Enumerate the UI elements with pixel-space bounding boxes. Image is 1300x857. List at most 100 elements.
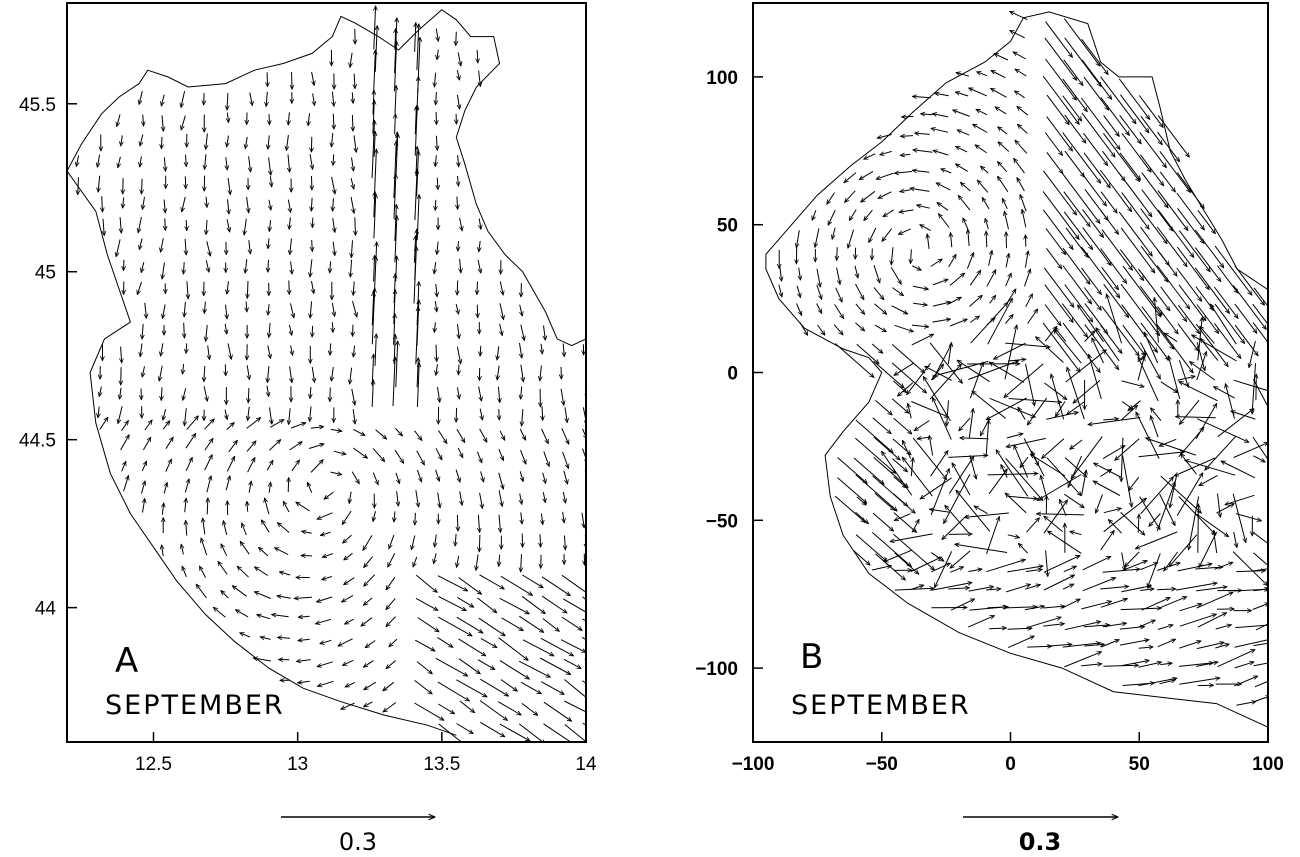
panel-b-vector-arrow (912, 285, 929, 289)
panel-b-vector-arrow (1234, 324, 1258, 356)
panel-a-vector-arrow (562, 598, 586, 613)
panel-b-vector-arrow (1120, 512, 1145, 535)
panel-b-vector-arrow (871, 343, 883, 353)
panel-a-vector-arrow (118, 406, 123, 423)
panel-b-vector-arrow (1006, 434, 1023, 439)
panel-b-vector-arrow (1141, 172, 1168, 208)
panel-b-vector-arrow (1141, 306, 1174, 350)
panel-a-vector-arrow (261, 520, 270, 533)
panel-a-vector-arrow (456, 407, 457, 422)
panel-b-vector-arrow (815, 228, 820, 247)
panel-a-coastline (67, 9, 586, 736)
panel-b-vector-arrow (1215, 644, 1229, 649)
panel-b-vector-arrow (952, 463, 971, 496)
panel-a-vector-arrow (386, 616, 396, 627)
panel-b-vector-arrow (1156, 226, 1187, 267)
panel-b-vector-arrow (1044, 37, 1077, 80)
panel-a-vector-arrow (317, 596, 333, 602)
panel-b-vector-arrow (844, 172, 857, 183)
panel-b-vector-arrow (1122, 455, 1132, 507)
panel-a-vector-arrow (497, 346, 499, 360)
panel-b-vector-arrow (856, 343, 879, 364)
panel-a-vector-arrow (393, 141, 396, 199)
panel-b-vector-arrow (1014, 158, 1025, 174)
panel-a-vector-arrow (520, 449, 526, 464)
panel-a-vector-arrow (228, 440, 238, 453)
panel-a-vector-arrow (478, 617, 506, 636)
panel-b-vector-arrow (874, 303, 886, 315)
panel-a-vector-arrow (414, 169, 417, 221)
panel-a-vector-arrow (182, 566, 187, 577)
panel-b-vector-arrow (1081, 173, 1107, 206)
panel-b-vector-arrow (796, 285, 800, 298)
panel-a-vector-arrow (278, 637, 291, 638)
panel-a-vector-arrow (374, 50, 376, 95)
panel-b-vector-arrow (1024, 251, 1028, 268)
panel-a-vector-arrow (542, 618, 560, 632)
panel-a-vector-arrow (141, 461, 148, 472)
panel-b-vector-arrow (836, 267, 841, 285)
panel-b-vector-arrow (1179, 641, 1201, 649)
panel-b-vector-arrow (970, 303, 1008, 344)
panel-a-vector-arrow (438, 387, 440, 402)
panel-a-vector-arrow (317, 512, 333, 519)
panel-a-vector-arrow (330, 343, 331, 355)
panel-b-vector-arrow (1064, 150, 1085, 177)
panel-b-vector-arrow (1005, 493, 1027, 514)
panel-a-vector-arrow (498, 449, 504, 460)
panel-b-vector-arrow (1217, 493, 1221, 518)
panel-b-vector-arrow (799, 322, 808, 335)
panel-b-vector-arrow (994, 53, 1009, 61)
panel-a-vector-arrow (364, 556, 373, 568)
panel-a-vector-arrow (298, 639, 310, 640)
panel-b-vector-arrow (1214, 530, 1218, 553)
panel-b-vector-arrow (1159, 151, 1191, 192)
panel-a-vector-arrow (225, 476, 230, 491)
panel-a-vector-arrow (372, 472, 378, 485)
panel-a-vector-arrow (395, 428, 402, 436)
panel-a-vector-arrow (283, 501, 290, 513)
panel-b-vector-arrow (1062, 247, 1090, 284)
panel-a-vector-arrow (330, 387, 331, 402)
panel-b-vector-arrow (1157, 625, 1173, 630)
panel-a-vector-arrow (458, 658, 480, 674)
panel-b-vector-arrow (1119, 152, 1140, 180)
panel-a-vector-arrow (310, 259, 312, 277)
panel-b-vector-arrow (1159, 438, 1177, 446)
panel-b-vector-arrow (853, 550, 871, 566)
panel-a-vector-arrow (247, 365, 249, 379)
panel-b-vector-arrow (1135, 412, 1160, 459)
panel-a-vector-arrow (394, 41, 397, 92)
panel-a-vector-arrow (333, 450, 346, 454)
panel-b-vector-arrow (892, 380, 906, 393)
panel-a-vector-arrow (541, 343, 542, 354)
panel-b-vector-arrow (989, 628, 1006, 629)
panel-a-vector-arrow (311, 197, 312, 211)
panel-b-vector-arrow (1026, 617, 1062, 629)
panel-a-vector-arrow (364, 574, 376, 587)
panel-a-vector-arrow (269, 322, 270, 337)
panel-b-vector-arrow (893, 476, 907, 488)
panel-b-vector-arrow (1164, 551, 1179, 571)
panel-b-vector-arrow (1027, 397, 1048, 425)
panel-a-vector-arrow (354, 73, 355, 89)
panel-b-vector-arrow (1004, 211, 1009, 230)
panel-a-vector-arrow (320, 639, 332, 643)
panel-a-vector-arrow (581, 636, 586, 641)
panel-a-vector-arrow (438, 595, 467, 610)
panel-a-vector-arrow (185, 238, 186, 255)
panel-a-vector-arrow (140, 343, 142, 356)
panel-a-vector-arrow (223, 521, 228, 536)
panel-b-vector-arrow (816, 284, 822, 300)
panel-b-vector-arrow (1156, 265, 1190, 310)
panel-a-vector-arrow (478, 386, 482, 402)
panel-a-vector-arrow (286, 134, 288, 151)
panel-a-vector-arrow (270, 420, 284, 428)
panel-b-vector-arrow (1177, 304, 1199, 334)
panel-a-vector-arrow (518, 660, 550, 677)
panel-a-vector-arrow (459, 700, 475, 713)
panel-b-vector-arrow (780, 266, 782, 281)
panel-a-y-tick-label: 45 (35, 263, 56, 284)
panel-b-vector-arrow (1102, 446, 1125, 460)
panel-b-vector-arrow (873, 265, 880, 283)
